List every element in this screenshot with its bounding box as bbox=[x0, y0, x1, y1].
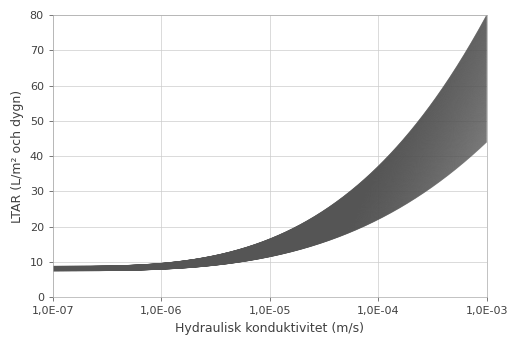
X-axis label: Hydraulisk konduktivitet (m/s): Hydraulisk konduktivitet (m/s) bbox=[175, 322, 364, 335]
Y-axis label: LTAR (L/m² och dygn): LTAR (L/m² och dygn) bbox=[11, 90, 24, 223]
